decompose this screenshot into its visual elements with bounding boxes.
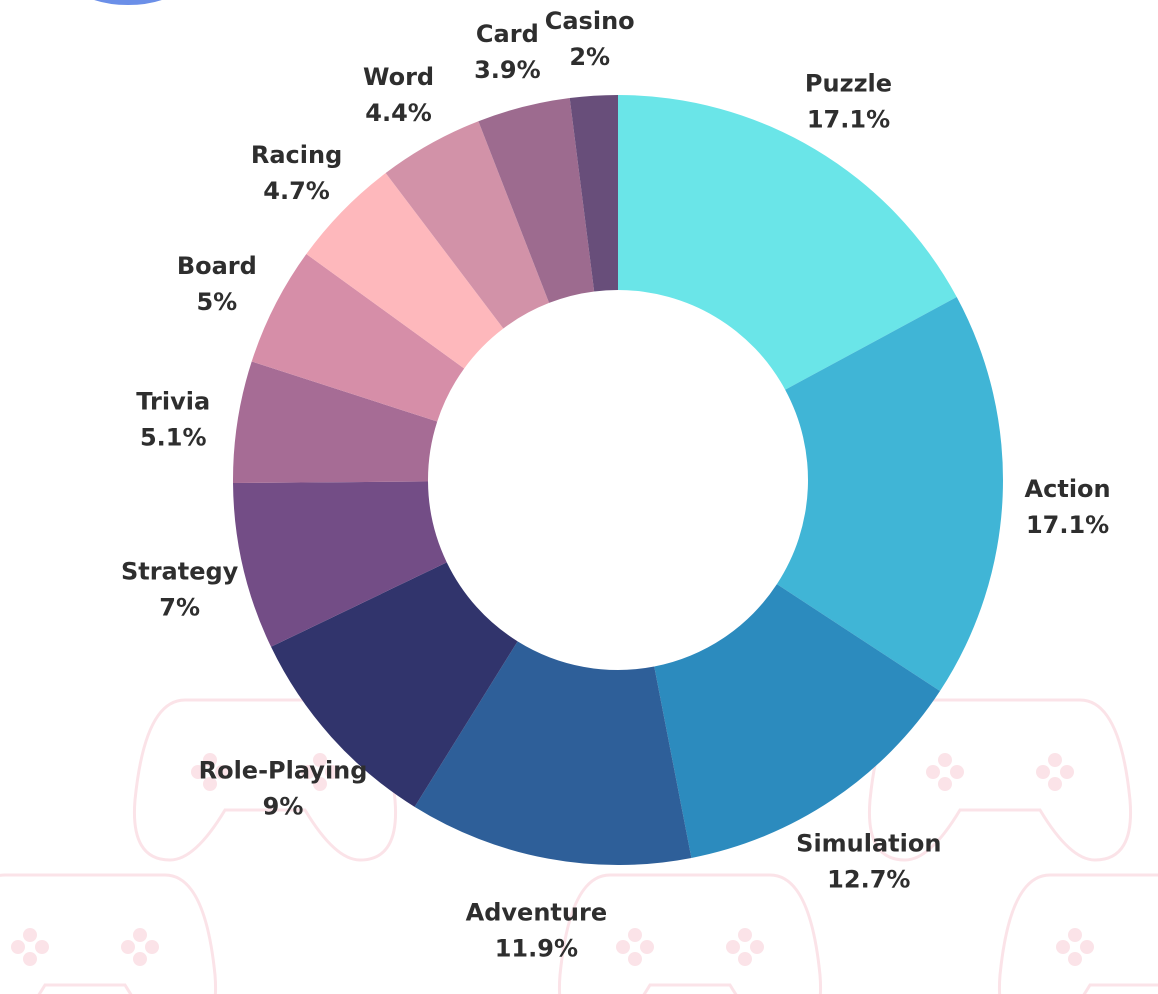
slice-label-value: 12.7% (827, 866, 910, 894)
slice-trivia[interactable] (233, 361, 438, 484)
slice-label-group: Action 17.1% (1025, 475, 1111, 539)
gamepad-icon (867, 698, 1133, 862)
slice-role-playing[interactable] (271, 562, 518, 807)
slice-label-name: Action (1025, 475, 1111, 503)
slice-adventure[interactable] (414, 641, 692, 865)
slice-label-value: 5.1% (140, 424, 207, 452)
slice-label-group: Puzzle 17.1% (805, 70, 892, 134)
slice-label-name: Strategy (121, 558, 239, 586)
slice-puzzle[interactable] (618, 95, 957, 390)
slice-label-value: 3.9% (474, 56, 541, 84)
slice-label-value: 9% (263, 792, 304, 820)
slice-label-group: Casino 2% (545, 7, 635, 71)
slice-label-name: Racing (251, 141, 342, 169)
slice-card[interactable] (478, 98, 595, 303)
slice-label-value: 17.1% (1026, 511, 1109, 539)
slice-label-name: Board (177, 252, 257, 280)
slice-label-name: Card (476, 20, 539, 48)
gamepad-icon (557, 873, 823, 994)
slice-label-value: 5% (196, 288, 237, 316)
slice-label-name: Puzzle (805, 70, 892, 98)
slice-label-group: Card 3.9% (474, 20, 541, 84)
slice-simulation[interactable] (654, 584, 940, 858)
slice-label-name: Adventure (466, 899, 607, 927)
slice-label-group: Simulation 12.7% (796, 830, 941, 894)
slice-label-group: Racing 4.7% (251, 141, 342, 205)
slice-strategy[interactable] (233, 481, 447, 647)
slice-label-name: Role-Playing (199, 756, 368, 784)
slice-board[interactable] (251, 253, 465, 422)
slice-label-name: Simulation (796, 830, 941, 858)
slice-label-value: 4.4% (365, 99, 432, 127)
slice-label-group: Trivia 5.1% (136, 388, 210, 452)
slice-labels: Puzzle 17.1% Action 17.1% Simulation 12.7% Adv… (121, 7, 1111, 963)
gamepad-icon (997, 873, 1158, 994)
slice-label-name: Casino (545, 7, 635, 35)
corner-accent-icon (94, 0, 162, 5)
slice-label-group: Adventure 11.9% (466, 899, 607, 963)
slice-label-value: 2% (569, 43, 610, 71)
slice-label-name: Trivia (136, 388, 210, 416)
slice-label-group: Role-Playing 9% (199, 756, 368, 820)
slice-label-name: Word (363, 63, 434, 91)
slice-label-group: Board 5% (177, 252, 257, 316)
slice-word[interactable] (385, 121, 550, 329)
slice-label-value: 4.7% (263, 177, 330, 205)
slice-label-group: Strategy 7% (121, 558, 239, 622)
slice-label-group: Word 4.4% (363, 63, 434, 127)
slice-action[interactable] (776, 297, 1003, 692)
slice-label-value: 11.9% (495, 935, 578, 963)
slice-label-value: 17.1% (807, 106, 890, 134)
slice-casino[interactable] (569, 95, 618, 292)
slice-racing[interactable] (306, 172, 504, 369)
slice-label-value: 7% (159, 594, 200, 622)
gamepad-icon (0, 873, 218, 994)
slices (233, 95, 1003, 865)
